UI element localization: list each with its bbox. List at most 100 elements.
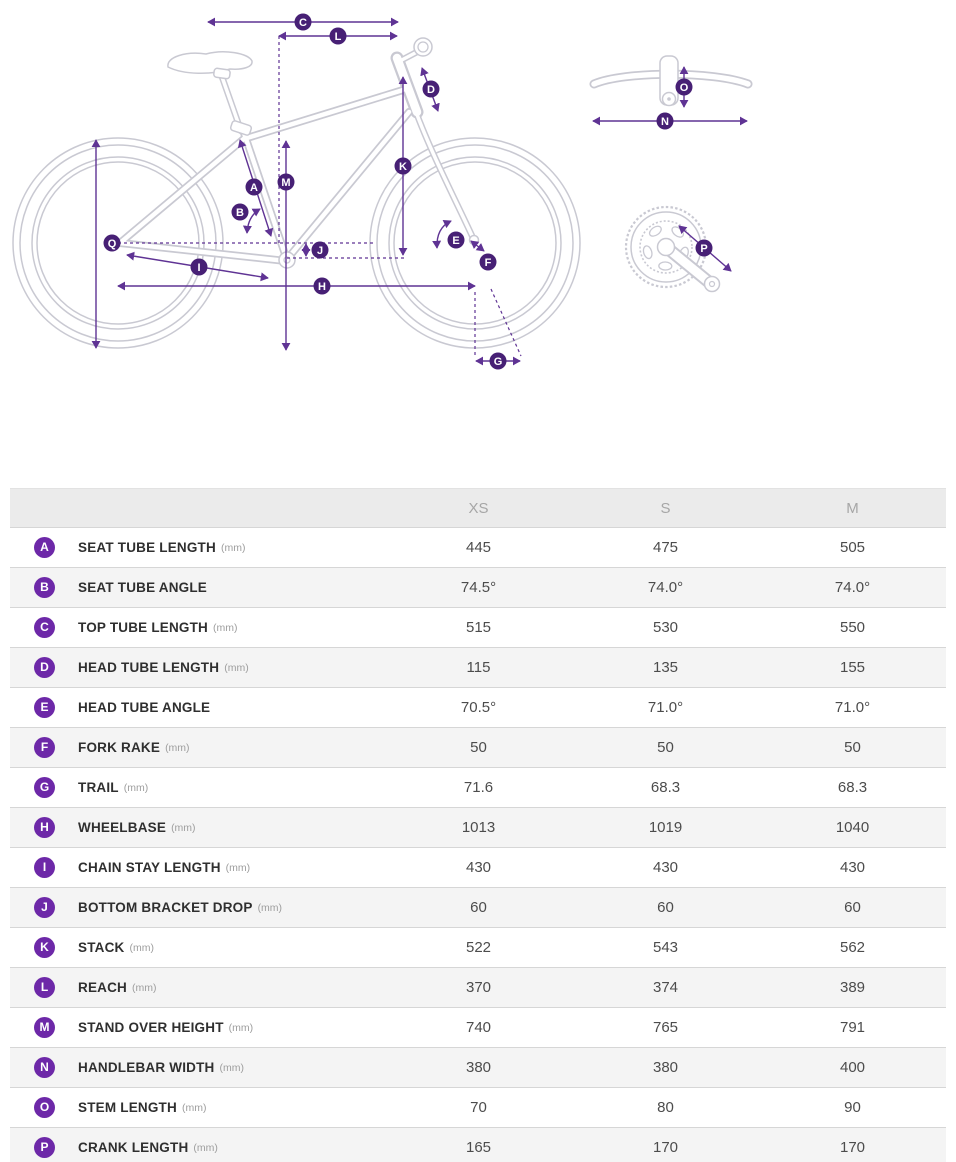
measure-wheel-size: Q <box>91 139 121 349</box>
reference-lines <box>118 36 522 357</box>
geometry-row: K STACK (mm) 522 543 562 <box>10 927 946 968</box>
row-unit: (mm) <box>165 741 190 754</box>
row-label: WHEELBASE <box>78 820 167 835</box>
bottom-bracket <box>278 251 296 269</box>
size-header-empty <box>10 488 385 528</box>
size-header-s: S <box>572 488 759 528</box>
seat-collar <box>229 120 253 136</box>
crank-spindle <box>656 237 676 257</box>
geometry-table-body: A SEAT TUBE LENGTH (mm) 445 475 505 B SE… <box>10 527 946 1162</box>
geometry-row: N HANDLEBAR WIDTH (mm) 380 380 400 <box>10 1047 946 1088</box>
geometry-row: D HEAD TUBE LENGTH (mm) 115 135 155 <box>10 647 946 688</box>
row-value-s: 170 <box>572 1127 759 1162</box>
svg-text:I: I <box>197 262 200 274</box>
svg-text:M: M <box>281 177 290 189</box>
svg-text:Q: Q <box>108 238 117 250</box>
svg-text:N: N <box>661 116 669 128</box>
measure-stand-over-height: M <box>277 140 295 351</box>
row-value-m: 60 <box>759 887 946 928</box>
diagram-badge-e: E <box>447 231 465 249</box>
row-unit: (mm) <box>224 661 249 674</box>
svg-text:K: K <box>399 161 407 173</box>
row-unit: (mm) <box>220 541 246 554</box>
row-header-cell: C TOP TUBE LENGTH (mm) <box>10 607 385 648</box>
diagram-badge-n: N <box>656 112 674 130</box>
geometry-row: F FORK RAKE (mm) 50 50 50 <box>10 727 946 768</box>
row-header-cell: L REACH (mm) <box>10 967 385 1008</box>
diagram-badge-k: K <box>394 157 412 175</box>
svg-text:A: A <box>250 182 258 194</box>
row-label: FORK RAKE <box>78 740 161 755</box>
diagram-badge-g: G <box>489 352 507 370</box>
row-letter-badge: I <box>34 857 55 878</box>
svg-text:D: D <box>427 84 435 96</box>
geometry-row: O STEM LENGTH (mm) 70 80 90 <box>10 1087 946 1128</box>
svg-text:B: B <box>236 207 244 219</box>
row-label: TOP TUBE LENGTH <box>78 620 209 635</box>
measure-head-tube-length: D <box>420 67 440 112</box>
handlebar-top-view <box>594 55 748 107</box>
diagram-badge-j: J <box>311 241 329 259</box>
row-value-s: 530 <box>572 607 759 648</box>
saddle-clamp <box>213 67 231 80</box>
row-value-m: 74.0° <box>759 567 946 608</box>
row-label: TRAIL <box>78 780 119 795</box>
row-value-xs: 430 <box>385 847 572 888</box>
diagram-badge-p: P <box>695 239 713 257</box>
measure-seat-tube-length: A <box>237 139 274 237</box>
measure-trail: G <box>475 352 521 370</box>
row-value-m: 155 <box>759 647 946 688</box>
geometry-row: M STAND OVER HEIGHT (mm) 740 765 791 <box>10 1007 946 1048</box>
measure-stem-length: O <box>675 66 693 108</box>
row-value-xs: 60 <box>385 887 572 928</box>
row-header-cell: D HEAD TUBE LENGTH (mm) <box>10 647 385 688</box>
row-value-s: 80 <box>572 1087 759 1128</box>
diagram-badge-f: F <box>479 253 497 271</box>
row-value-m: 562 <box>759 927 946 968</box>
row-label: CHAIN STAY LENGTH <box>78 860 221 875</box>
diagram-badge-h: H <box>313 277 331 295</box>
svg-text:O: O <box>680 82 689 94</box>
measure-chain-stay-length: I <box>126 251 269 282</box>
geometry-table: XS S M A SEAT TUBE LENGTH (mm) 445 475 5… <box>10 488 946 1162</box>
measure-bottom-bracket-drop: J <box>301 241 329 259</box>
row-value-m: 430 <box>759 847 946 888</box>
row-header-cell: P CRANK LENGTH (mm) <box>10 1127 385 1162</box>
geometry-row: C TOP TUBE LENGTH (mm) 515 530 550 <box>10 607 946 648</box>
row-letter-badge: L <box>34 977 55 998</box>
row-value-s: 60 <box>572 887 759 928</box>
diagram-badge-l: L <box>329 27 347 45</box>
svg-text:J: J <box>317 245 323 257</box>
diagram-badge-a: A <box>245 178 263 196</box>
geometry-row: I CHAIN STAY LENGTH (mm) 430 430 430 <box>10 847 946 888</box>
row-value-s: 71.0° <box>572 687 759 728</box>
geometry-row: P CRANK LENGTH (mm) 165 170 170 <box>10 1127 946 1162</box>
row-value-m: 90 <box>759 1087 946 1128</box>
row-letter-badge: D <box>34 657 55 678</box>
row-value-xs: 522 <box>385 927 572 968</box>
diagram-badge-o: O <box>675 78 693 96</box>
saddle <box>167 51 253 75</box>
size-header-row: XS S M <box>10 488 946 528</box>
row-letter-badge: J <box>34 897 55 918</box>
row-value-m: 1040 <box>759 807 946 848</box>
row-header-cell: O STEM LENGTH (mm) <box>10 1087 385 1128</box>
size-header-m: M <box>759 488 946 528</box>
row-label: SEAT TUBE LENGTH <box>78 540 216 555</box>
row-unit: (mm) <box>213 621 238 634</box>
row-label: REACH <box>78 980 128 995</box>
geometry-row: E HEAD TUBE ANGLE 70.5° 71.0° 71.0° <box>10 687 946 728</box>
measure-seat-tube-angle: B <box>231 203 261 234</box>
row-value-s: 68.3 <box>572 767 759 808</box>
row-value-s: 543 <box>572 927 759 968</box>
measure-stack: K <box>394 76 412 256</box>
row-label: BOTTOM BRACKET DROP <box>78 900 253 915</box>
row-label: SEAT TUBE ANGLE <box>78 580 208 595</box>
row-value-s: 135 <box>572 647 759 688</box>
row-value-xs: 50 <box>385 727 572 768</box>
measure-handlebar-width: N <box>592 112 748 130</box>
geometry-row: L REACH (mm) 370 374 389 <box>10 967 946 1008</box>
row-label: STEM LENGTH <box>78 1100 177 1115</box>
svg-text:E: E <box>452 235 459 247</box>
